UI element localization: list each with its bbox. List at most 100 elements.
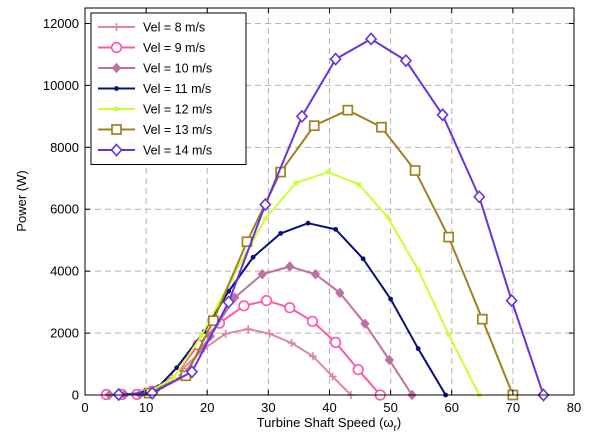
- data-point: [250, 254, 256, 260]
- data-point: [360, 318, 370, 330]
- data-point: [376, 121, 387, 133]
- data-point: [308, 352, 317, 361]
- legend-label: Vel = 9 m/s: [143, 41, 205, 55]
- data-point: [114, 86, 119, 91]
- data-point: [110, 143, 123, 157]
- y-tick-label: 4000: [50, 264, 79, 279]
- data-point: [310, 269, 321, 280]
- data-point: [263, 216, 268, 221]
- data-point: [415, 346, 421, 351]
- data-point: [305, 220, 311, 226]
- data-point: [409, 165, 421, 176]
- data-point: [415, 267, 421, 272]
- legend-item: Vel = 13 m/s: [98, 123, 212, 137]
- data-point: [505, 293, 518, 308]
- y-tick-label: 6000: [50, 202, 79, 217]
- y-tick-label: 0: [72, 388, 79, 403]
- tick-layer: 0 10 20 30 40 50 60 70 80 0 2000 4000 6000 8000 10000 1…: [43, 8, 581, 415]
- x-axis-title-main: Turbine Shaft Speed (ω: [257, 415, 394, 430]
- data-point: [335, 287, 345, 299]
- x-tick-label: 20: [200, 400, 214, 415]
- legend-label: Vel = 14 m/s: [143, 144, 212, 158]
- legend-label: Vel = 12 m/s: [143, 103, 212, 117]
- legend-label: Vel = 10 m/s: [143, 62, 212, 76]
- x-tick-label: 50: [383, 400, 397, 415]
- legend-label: Vel = 11 m/s: [143, 82, 211, 96]
- data-point: [230, 292, 240, 303]
- data-point: [330, 336, 342, 348]
- legend-item: Vel = 12 m/s: [98, 103, 212, 117]
- data-point: [257, 269, 267, 280]
- data-point: [308, 120, 320, 131]
- series-6: [143, 104, 519, 401]
- data-point: [443, 231, 455, 243]
- x-axis-title-subscript: r: [394, 423, 398, 434]
- data-point: [260, 294, 273, 307]
- data-point: [333, 226, 339, 232]
- data-point: [265, 329, 274, 338]
- y-tick-label: 10000: [43, 78, 79, 93]
- data-point: [364, 32, 378, 46]
- data-point: [171, 375, 176, 380]
- data-point: [388, 296, 394, 302]
- y-tick-label: 8000: [50, 140, 79, 155]
- data-point: [436, 108, 449, 122]
- data-point: [222, 295, 235, 309]
- legend-item: Vel = 14 m/s: [98, 143, 212, 158]
- series-line: [145, 171, 481, 396]
- data-point: [476, 313, 488, 325]
- data-point: [446, 332, 451, 337]
- data-point: [146, 386, 159, 400]
- data-point: [112, 23, 121, 31]
- series-layer: [100, 32, 550, 402]
- data-point: [329, 52, 342, 66]
- data-point: [356, 182, 362, 187]
- x-tick-label: 10: [139, 400, 153, 415]
- legend-label: Vel = 13 m/s: [143, 123, 212, 137]
- data-point: [244, 325, 253, 334]
- y-axis-title: Power (W): [14, 170, 29, 231]
- legend: Vel = 8 m/s Vel = 9 m/s Vel = 10 m/s Vel = …: [90, 12, 247, 165]
- x-tick-label: 60: [445, 400, 459, 415]
- data-point: [352, 364, 364, 376]
- data-point: [384, 354, 395, 366]
- legend-item: Vel = 10 m/s: [98, 62, 212, 76]
- series-line: [148, 109, 514, 396]
- data-point: [293, 180, 299, 186]
- legend-item: Vel = 9 m/s: [98, 41, 205, 55]
- y-tick-label: 2000: [50, 326, 79, 341]
- data-point: [385, 214, 390, 220]
- data-point: [295, 109, 309, 124]
- x-tick-label: 0: [81, 400, 88, 415]
- data-point: [326, 169, 331, 175]
- data-point: [111, 124, 122, 135]
- data-point: [185, 365, 199, 379]
- data-point: [110, 41, 123, 54]
- x-tick-label: 70: [506, 400, 520, 415]
- series-7: [112, 32, 550, 402]
- data-point: [284, 302, 296, 314]
- data-point: [221, 329, 230, 338]
- data-point: [278, 230, 283, 236]
- x-axis-title-close: ): [397, 415, 401, 430]
- data-point: [174, 365, 180, 371]
- data-point: [360, 256, 366, 262]
- data-point: [342, 104, 354, 116]
- data-point: [111, 62, 122, 74]
- data-point: [473, 190, 486, 204]
- data-point: [114, 106, 119, 112]
- legend-label: Vel = 8 m/s: [143, 21, 205, 35]
- data-point: [238, 300, 250, 312]
- data-point: [198, 333, 204, 339]
- data-point: [285, 261, 295, 272]
- data-point: [259, 197, 272, 212]
- legend-item: Vel = 8 m/s: [98, 21, 205, 35]
- legend-item: Vel = 11 m/s: [98, 82, 211, 96]
- y-tick-label: 12000: [43, 16, 79, 31]
- x-tick-label: 30: [261, 400, 275, 415]
- x-tick-label: 80: [567, 400, 581, 415]
- data-point: [287, 338, 296, 347]
- x-axis-title: Turbine Shaft Speed (ωr): [257, 415, 402, 434]
